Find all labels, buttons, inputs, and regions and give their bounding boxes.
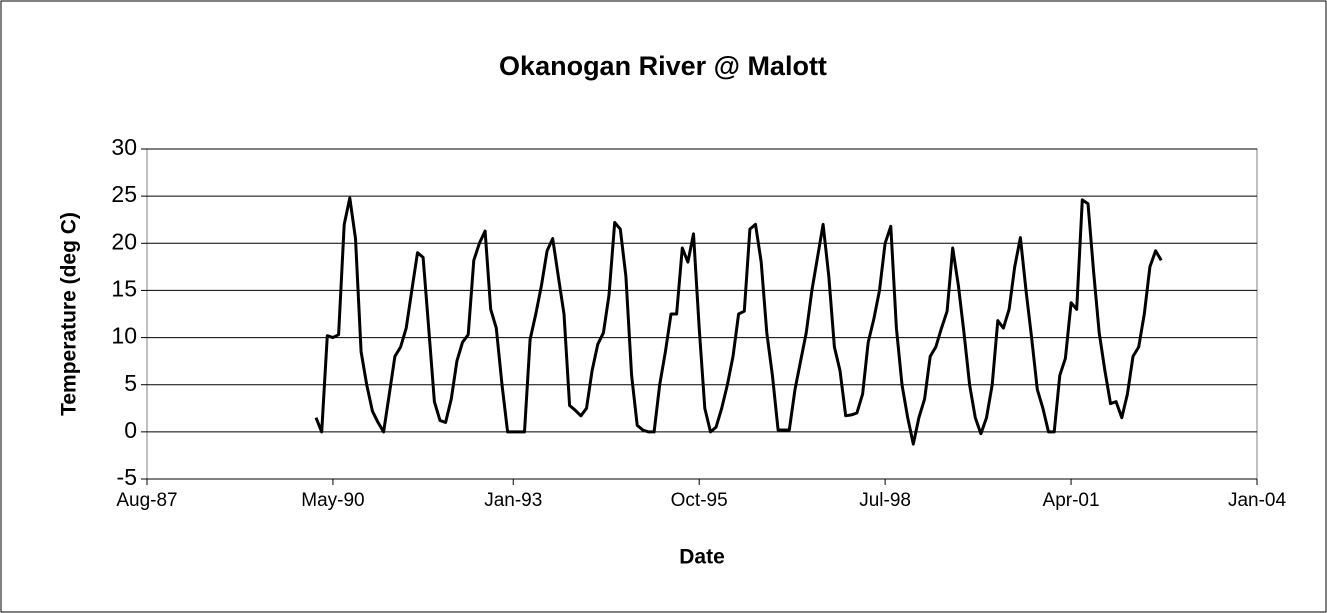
data-line	[314, 196, 1163, 446]
x-axis-label: Date	[679, 546, 725, 569]
y-tick-label: 25	[111, 181, 137, 207]
y-tick-label: 15	[111, 276, 137, 302]
x-tick-label: Jul-98	[859, 490, 911, 511]
y-tick-label: -5	[117, 464, 137, 490]
y-tick-label: 0	[124, 417, 137, 443]
y-tick-label: 5	[124, 370, 137, 396]
chart-title: Okanogan River @ Malott	[499, 51, 827, 81]
x-tick-label: Jan-93	[484, 490, 542, 511]
y-tick-label: 30	[111, 134, 137, 160]
x-tick-label: Oct-95	[671, 490, 728, 511]
x-tick-label: Jan-04	[1228, 490, 1287, 511]
y-tick-label: 10	[111, 323, 137, 349]
x-tick-label: May-90	[301, 490, 364, 511]
x-tick-label: Aug-87	[116, 490, 177, 511]
x-tick-label: Apr-01	[1043, 490, 1100, 511]
y-tick-label: 20	[111, 228, 137, 254]
y-axis-label: Temperature (deg C)	[58, 212, 81, 416]
